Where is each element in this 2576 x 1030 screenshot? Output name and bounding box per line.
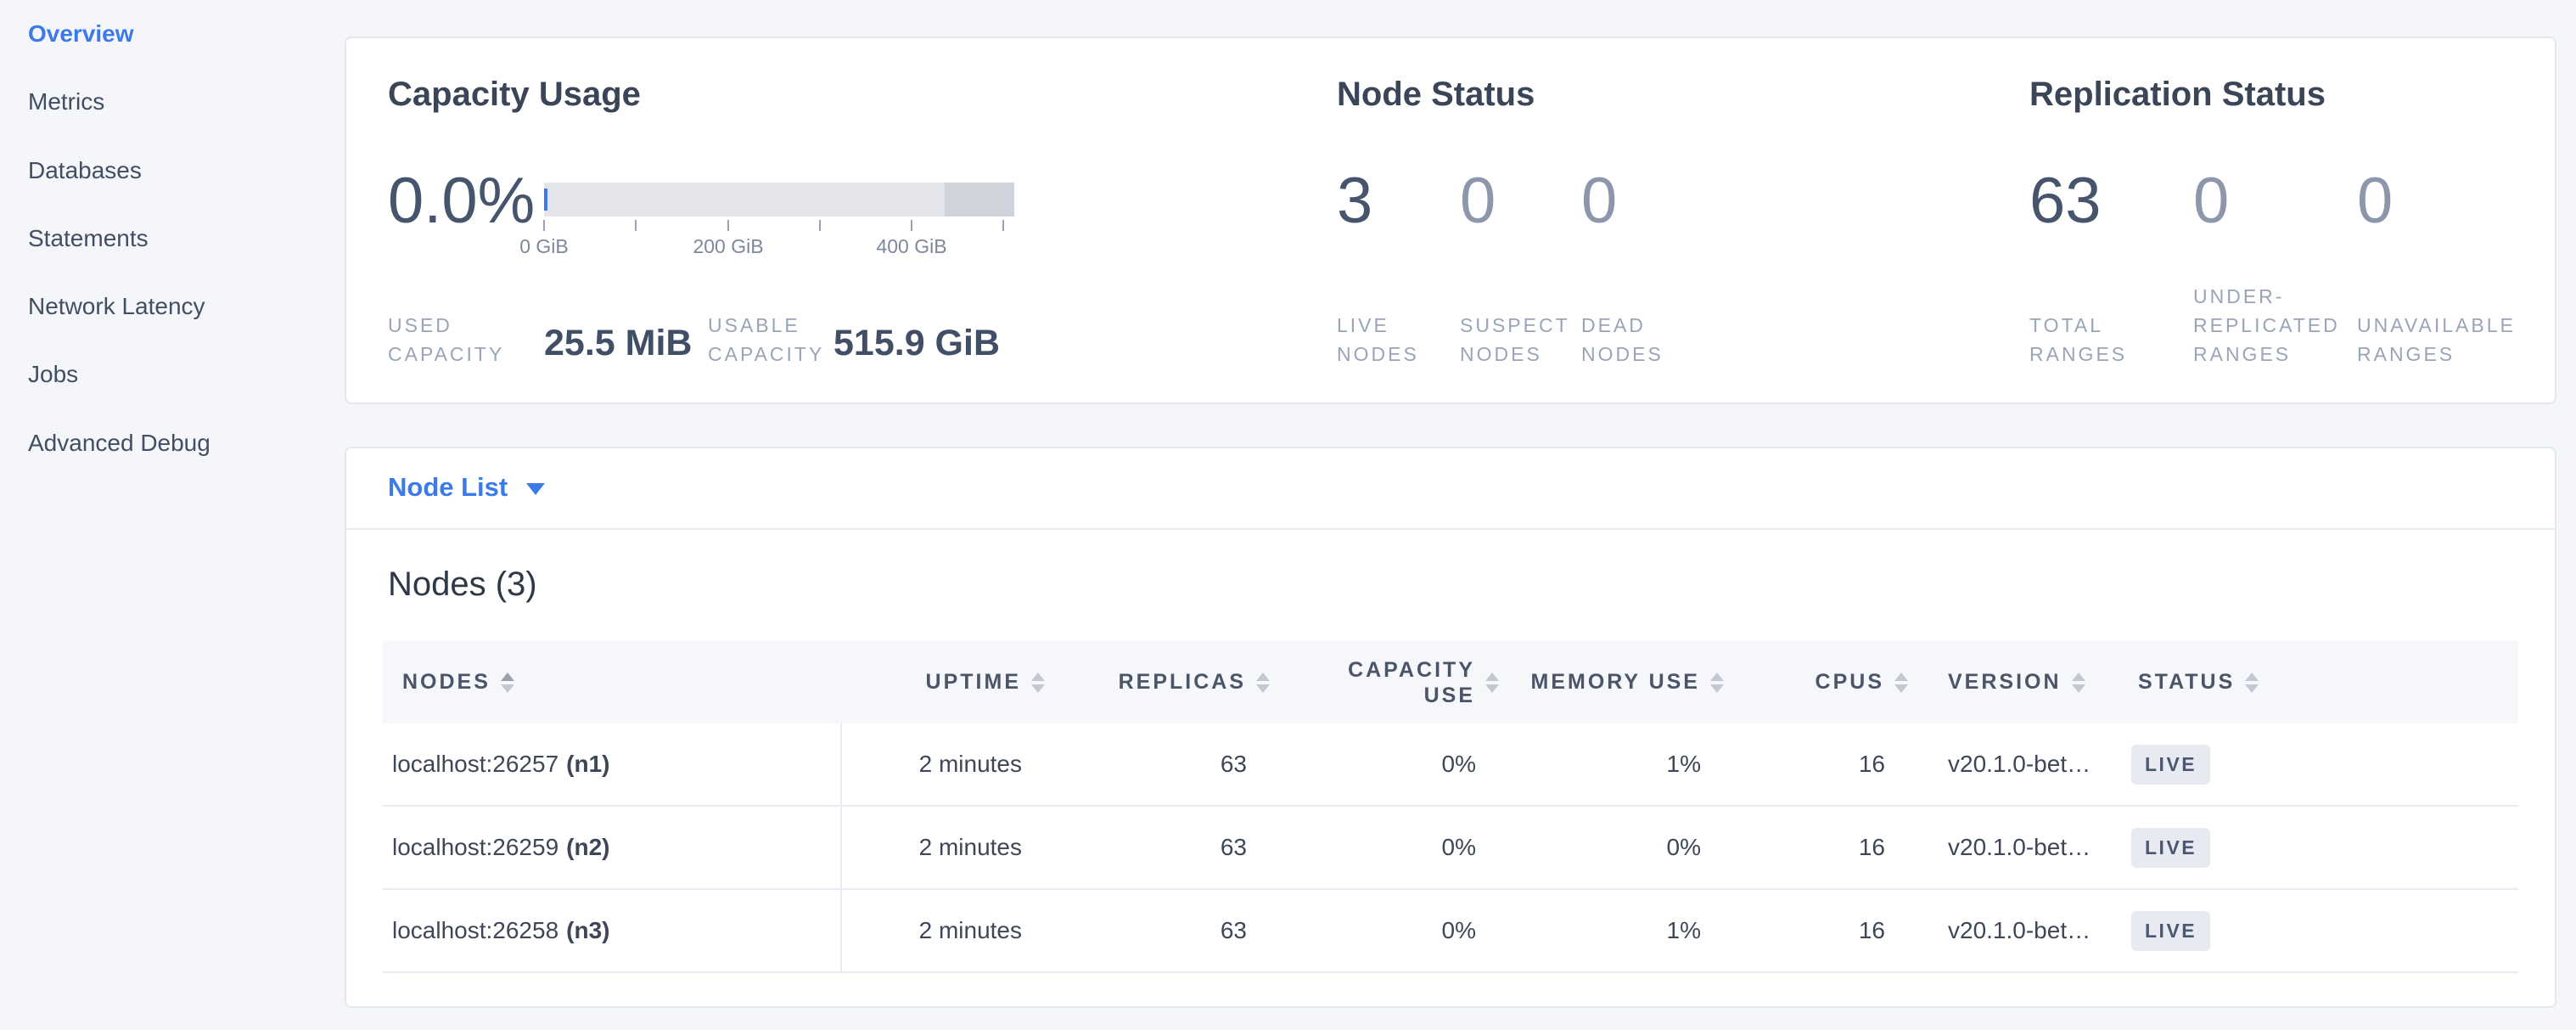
sidebar: Overview Metrics Databases Statements Ne…: [0, 0, 345, 1030]
axis-tick: [635, 220, 637, 231]
status-badge: LIVE: [2131, 744, 2211, 785]
cpus-cell: 16: [1858, 834, 1885, 860]
column-header-capacity-use[interactable]: CAPACITY USE: [1279, 641, 1508, 723]
unavailable-ranges-label: UNAVAILABLE RANGES: [2357, 314, 2516, 365]
uptime-cell: 2 minutes: [918, 751, 1022, 777]
replicas-cell: 63: [1220, 751, 1247, 777]
sidebar-item-statements[interactable]: Statements: [28, 225, 149, 251]
sort-icon[interactable]: [1256, 672, 1270, 693]
cpus-cell: 16: [1858, 917, 1885, 943]
unavailable-ranges-count: 0: [2357, 165, 2394, 237]
sidebar-item-overview[interactable]: Overview: [28, 20, 134, 47]
column-header-status[interactable]: STATUS: [2124, 641, 2518, 723]
capacity-usage-bar: [544, 183, 1014, 217]
version-cell: v20.1.0-bet…: [1948, 834, 2091, 860]
node-address-cell[interactable]: localhost:26259 (n2): [383, 807, 842, 888]
node-status-title: Node Status: [1337, 76, 1535, 113]
used-capacity-label: USED CAPACITY: [388, 314, 505, 365]
node-id: (n2): [566, 834, 610, 860]
nodes-table-header: NODES UPTIME REPLICAS CAPACITY USE MEMOR…: [383, 641, 2518, 723]
total-ranges-label: TOTAL RANGES: [2029, 314, 2128, 365]
replicas-cell: 63: [1220, 917, 1247, 943]
table-row-node-2[interactable]: localhost:26259 (n2) 2 minutes 63 0% 0% …: [383, 807, 2518, 890]
suspect-nodes-label: SUSPECT NODES: [1460, 314, 1570, 365]
memory-use-cell: 0%: [1666, 834, 1701, 860]
usable-capacity-value: 515.9 GiB: [833, 323, 1000, 363]
table-row-node-1[interactable]: localhost:26257 (n1) 2 minutes 63 0% 1% …: [383, 723, 2518, 807]
table-row-node-3[interactable]: localhost:26258 (n3) 2 minutes 63 0% 1% …: [383, 890, 2518, 973]
sidebar-item-databases[interactable]: Databases: [28, 157, 142, 183]
live-nodes-label: LIVE NODES: [1337, 314, 1419, 365]
axis-tick: [1002, 220, 1004, 231]
chevron-down-icon: [526, 482, 546, 495]
sort-icon[interactable]: [1894, 672, 1908, 693]
status-cell: LIVE: [2124, 807, 2518, 888]
memory-use-cell: 1%: [1666, 751, 1701, 777]
memory-use-cell: 1%: [1666, 917, 1701, 943]
axis-label-400gib: 400 GiB: [876, 235, 947, 257]
sidebar-item-jobs[interactable]: Jobs: [28, 361, 79, 387]
node-list-dropdown-label: Node List: [388, 472, 508, 502]
nodes-heading: Nodes (3): [388, 566, 537, 603]
sort-icon[interactable]: [1710, 672, 1724, 693]
cluster-summary-card: Capacity Usage 0.0% 0 GiB 200 GiB 400 Gi…: [345, 37, 2556, 404]
sort-icon[interactable]: [2071, 672, 2085, 693]
suspect-nodes-count: 0: [1460, 165, 1496, 237]
usable-capacity-label: USABLE CAPACITY: [708, 314, 825, 365]
column-header-cpus[interactable]: CPUS: [1733, 641, 1917, 723]
column-header-nodes[interactable]: NODES: [383, 641, 842, 723]
dead-nodes-label: DEAD NODES: [1581, 314, 1664, 365]
node-id: (n3): [566, 917, 610, 943]
live-nodes-count: 3: [1337, 165, 1373, 237]
status-cell: LIVE: [2124, 890, 2518, 971]
uptime-cell: 2 minutes: [918, 917, 1022, 943]
capacity-use-cell: 0%: [1441, 917, 1476, 943]
cpus-cell: 16: [1858, 751, 1885, 777]
under-replicated-ranges-count: 0: [2193, 165, 2230, 237]
axis-tick: [911, 220, 912, 231]
status-badge: LIVE: [2131, 910, 2211, 951]
capacity-bar-used-marker: [544, 189, 547, 211]
column-header-uptime[interactable]: UPTIME: [842, 641, 1054, 723]
status-cell: LIVE: [2124, 723, 2518, 805]
dead-nodes-count: 0: [1581, 165, 1618, 237]
replication-status-title: Replication Status: [2029, 76, 2326, 113]
sidebar-item-network-latency[interactable]: Network Latency: [28, 293, 205, 319]
sidebar-item-metrics[interactable]: Metrics: [28, 88, 105, 115]
capacity-usage-title: Capacity Usage: [388, 76, 641, 113]
axis-label-200gib: 200 GiB: [693, 235, 764, 257]
capacity-bar-reserved-segment: [945, 183, 1014, 217]
axis-tick: [819, 220, 821, 231]
uptime-cell: 2 minutes: [918, 834, 1022, 860]
capacity-use-cell: 0%: [1441, 834, 1476, 860]
sort-icon[interactable]: [2245, 672, 2259, 693]
status-badge: LIVE: [2131, 827, 2211, 868]
axis-label-0gib: 0 GiB: [519, 235, 569, 257]
node-address-cell[interactable]: localhost:26257 (n1): [383, 723, 842, 805]
sort-icon[interactable]: [1031, 672, 1045, 693]
sidebar-item-advanced-debug[interactable]: Advanced Debug: [28, 430, 210, 456]
divider: [346, 528, 2555, 530]
node-list-card: Node List Nodes (3) NODES UPTIME REPLICA…: [345, 447, 2556, 1008]
axis-tick: [543, 220, 545, 231]
capacity-use-cell: 0%: [1441, 751, 1476, 777]
sort-icon[interactable]: [500, 672, 514, 693]
column-header-memory-use[interactable]: MEMORY USE: [1508, 641, 1733, 723]
version-cell: v20.1.0-bet…: [1948, 917, 2091, 943]
capacity-used-percent: 0.0%: [388, 165, 536, 237]
under-replicated-ranges-label: UNDER-REPLICATED RANGES: [2193, 285, 2340, 365]
version-cell: v20.1.0-bet…: [1948, 751, 2091, 777]
replicas-cell: 63: [1220, 834, 1247, 860]
nodes-table: NODES UPTIME REPLICAS CAPACITY USE MEMOR…: [383, 641, 2518, 973]
sort-icon[interactable]: [1485, 672, 1499, 693]
column-header-replicas[interactable]: REPLICAS: [1054, 641, 1279, 723]
node-address-cell[interactable]: localhost:26258 (n3): [383, 890, 842, 971]
node-id: (n1): [566, 751, 610, 777]
column-header-version[interactable]: VERSION: [1917, 641, 2124, 723]
total-ranges-count: 63: [2029, 165, 2102, 237]
axis-tick: [727, 220, 729, 231]
node-list-dropdown[interactable]: Node List: [388, 472, 546, 503]
used-capacity-value: 25.5 MiB: [544, 323, 693, 363]
